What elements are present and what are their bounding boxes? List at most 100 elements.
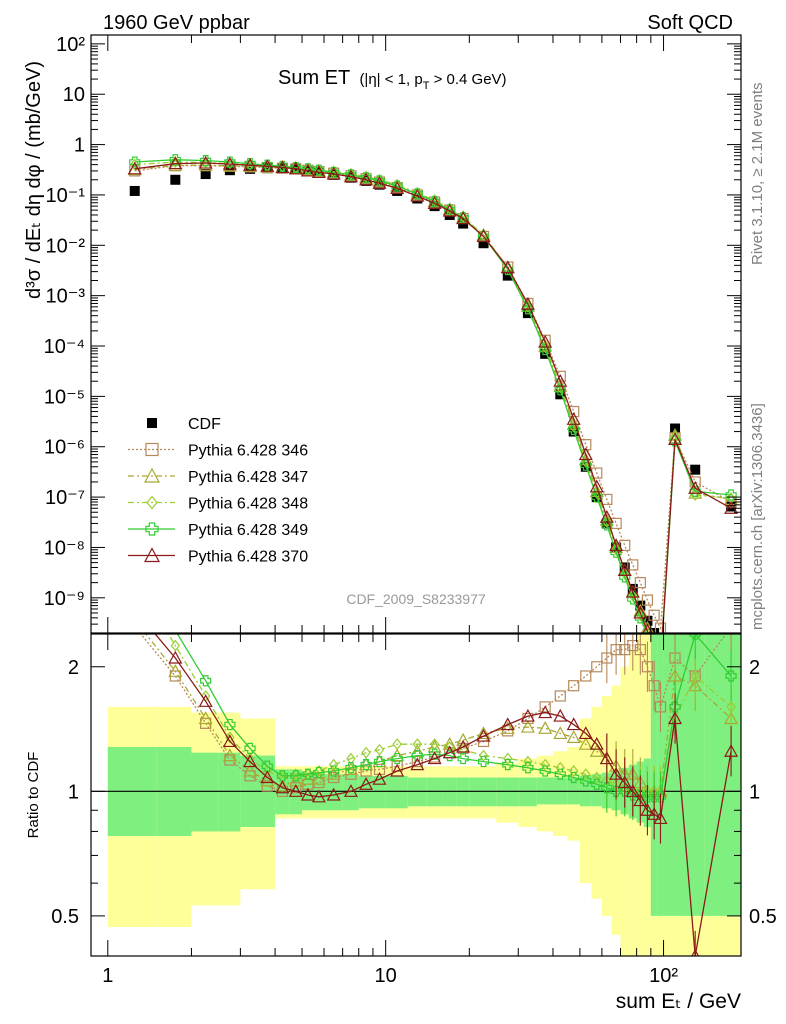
ratio-point [411,749,423,762]
legend-label: CDF [188,416,221,433]
data-point [500,260,515,274]
y-tick-label: 10⁻⁴ [44,336,85,358]
data-point [200,155,212,167]
legend-marker [143,547,161,563]
data-point [345,172,356,183]
ratio-point [222,748,237,762]
ratio-point [589,736,604,750]
ratio-y-axis-label: Ratio to CDF [25,752,42,839]
data-point [243,157,258,171]
ratio-point [311,771,326,785]
ratio-point [224,718,236,731]
data-point [502,263,514,276]
ratio-point [601,782,613,794]
ratio-point [619,644,631,656]
data-point [345,169,357,181]
data-point [442,203,457,217]
ratio-point [243,754,258,768]
ratio-point [275,780,290,794]
y-tick-label: 10 [63,84,85,106]
ratio-y-tick-label: 2 [68,657,79,679]
data-point [566,412,581,425]
ratio-point [170,639,181,652]
data-point [625,584,640,598]
ratio-point [346,752,356,765]
ratio-point [457,752,469,765]
data-point [311,165,326,179]
ratio-point [290,770,302,782]
data-point [261,159,273,171]
series-line [134,162,732,664]
legend-marker [143,467,161,483]
ratio-point [261,760,273,772]
band-bin [324,774,343,811]
ratio-point [500,721,515,734]
y-tick-label: 10⁻³ [46,286,86,308]
ratio-point [554,690,566,702]
legend: CDF Pythia 6.428 346 Pythia 6.428 347 Pythi… [128,416,308,566]
ratio-point [578,736,593,750]
legend-marker [147,418,157,428]
ratio-point [520,708,535,722]
ratio-point [648,680,660,692]
ratio-point [502,752,513,765]
ratio-point [260,773,275,787]
legend-item: Pythia 6.428 346 [128,443,308,460]
ratio-point [668,668,683,682]
legend-label: Pythia 6.428 348 [188,496,308,513]
ratio-point [477,755,490,768]
ratio-point [653,811,668,825]
ratio-point [627,639,639,652]
ratio-point [555,761,566,774]
data-point [170,174,181,185]
ratio-point [200,675,212,687]
category-label: Soft QCD [647,12,733,34]
ratio-point [476,728,491,742]
ratio-point [647,807,662,820]
ratio-point [374,743,385,756]
analysis-label: CDF_2009_S8233977 [346,591,486,607]
data-point [456,211,471,225]
legend-label: Pythia 6.428 370 [188,549,308,566]
ratio-point [361,746,371,759]
data-point [343,169,358,183]
data-point [617,563,632,577]
data-point [540,348,551,359]
data-point [198,155,213,169]
ratio-point [502,725,514,737]
ratio-point [568,771,580,784]
ratio-point [360,765,372,777]
ratio-point [538,721,553,734]
y-tick-label: 10⁻¹ [46,185,86,207]
series-0 [129,163,737,638]
data-point [129,158,140,171]
ratio-point [690,670,700,682]
data-point [633,605,648,619]
data-point [478,238,489,249]
data-point [244,157,256,170]
data-point [129,185,140,196]
band-bin [685,634,705,916]
legend-item: Pythia 6.428 349 [128,522,308,539]
data-point [502,270,513,281]
ratio-point [359,777,374,790]
ratio-series-line [154,634,732,956]
ratio-point [668,711,683,725]
data-point [410,188,425,202]
ratio-point [245,752,255,765]
ratio-point [442,745,457,759]
data-point [224,156,236,168]
ratio-point [566,717,581,731]
y-tick-label: 10⁻⁷ [45,487,85,509]
ratio-point [391,752,403,765]
data-point [522,308,533,319]
y-tick-label: 10² [56,34,85,56]
data-point [168,157,183,171]
ratio-point [599,751,614,765]
data-point [688,485,703,499]
data-point [599,509,614,523]
ratio-point [456,739,471,753]
ratio-point [591,661,603,673]
ratio-point [625,784,640,797]
band-bin [591,774,602,807]
